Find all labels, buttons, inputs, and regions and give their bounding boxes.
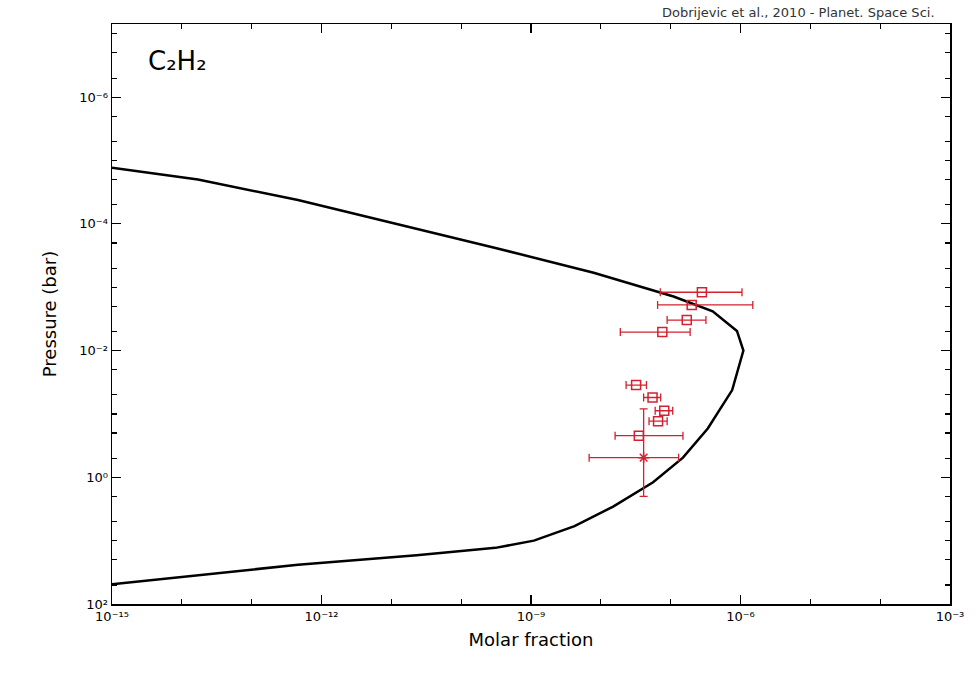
svg-text:Dobrijevic et al., 2010 - Plan: Dobrijevic et al., 2010 - Planet. Space …: [662, 5, 935, 20]
svg-text:10⁻²: 10⁻²: [79, 343, 108, 358]
svg-text:10⁻⁹: 10⁻⁹: [517, 609, 546, 624]
svg-text:10⁻¹²: 10⁻¹²: [305, 609, 339, 624]
svg-text:10²: 10²: [86, 597, 108, 612]
svg-text:10⁻⁶: 10⁻⁶: [726, 609, 755, 624]
svg-text:10⁻³: 10⁻³: [936, 609, 965, 624]
svg-text:Pressure (bar): Pressure (bar): [39, 251, 60, 377]
svg-text:C₂H₂: C₂H₂: [148, 46, 207, 76]
svg-text:10⁻⁴: 10⁻⁴: [79, 216, 108, 231]
svg-text:10⁻¹⁵: 10⁻¹⁵: [95, 609, 129, 624]
svg-text:10⁻⁶: 10⁻⁶: [79, 90, 108, 105]
svg-text:10⁰: 10⁰: [86, 470, 108, 485]
svg-text:Molar fraction: Molar fraction: [469, 629, 594, 650]
